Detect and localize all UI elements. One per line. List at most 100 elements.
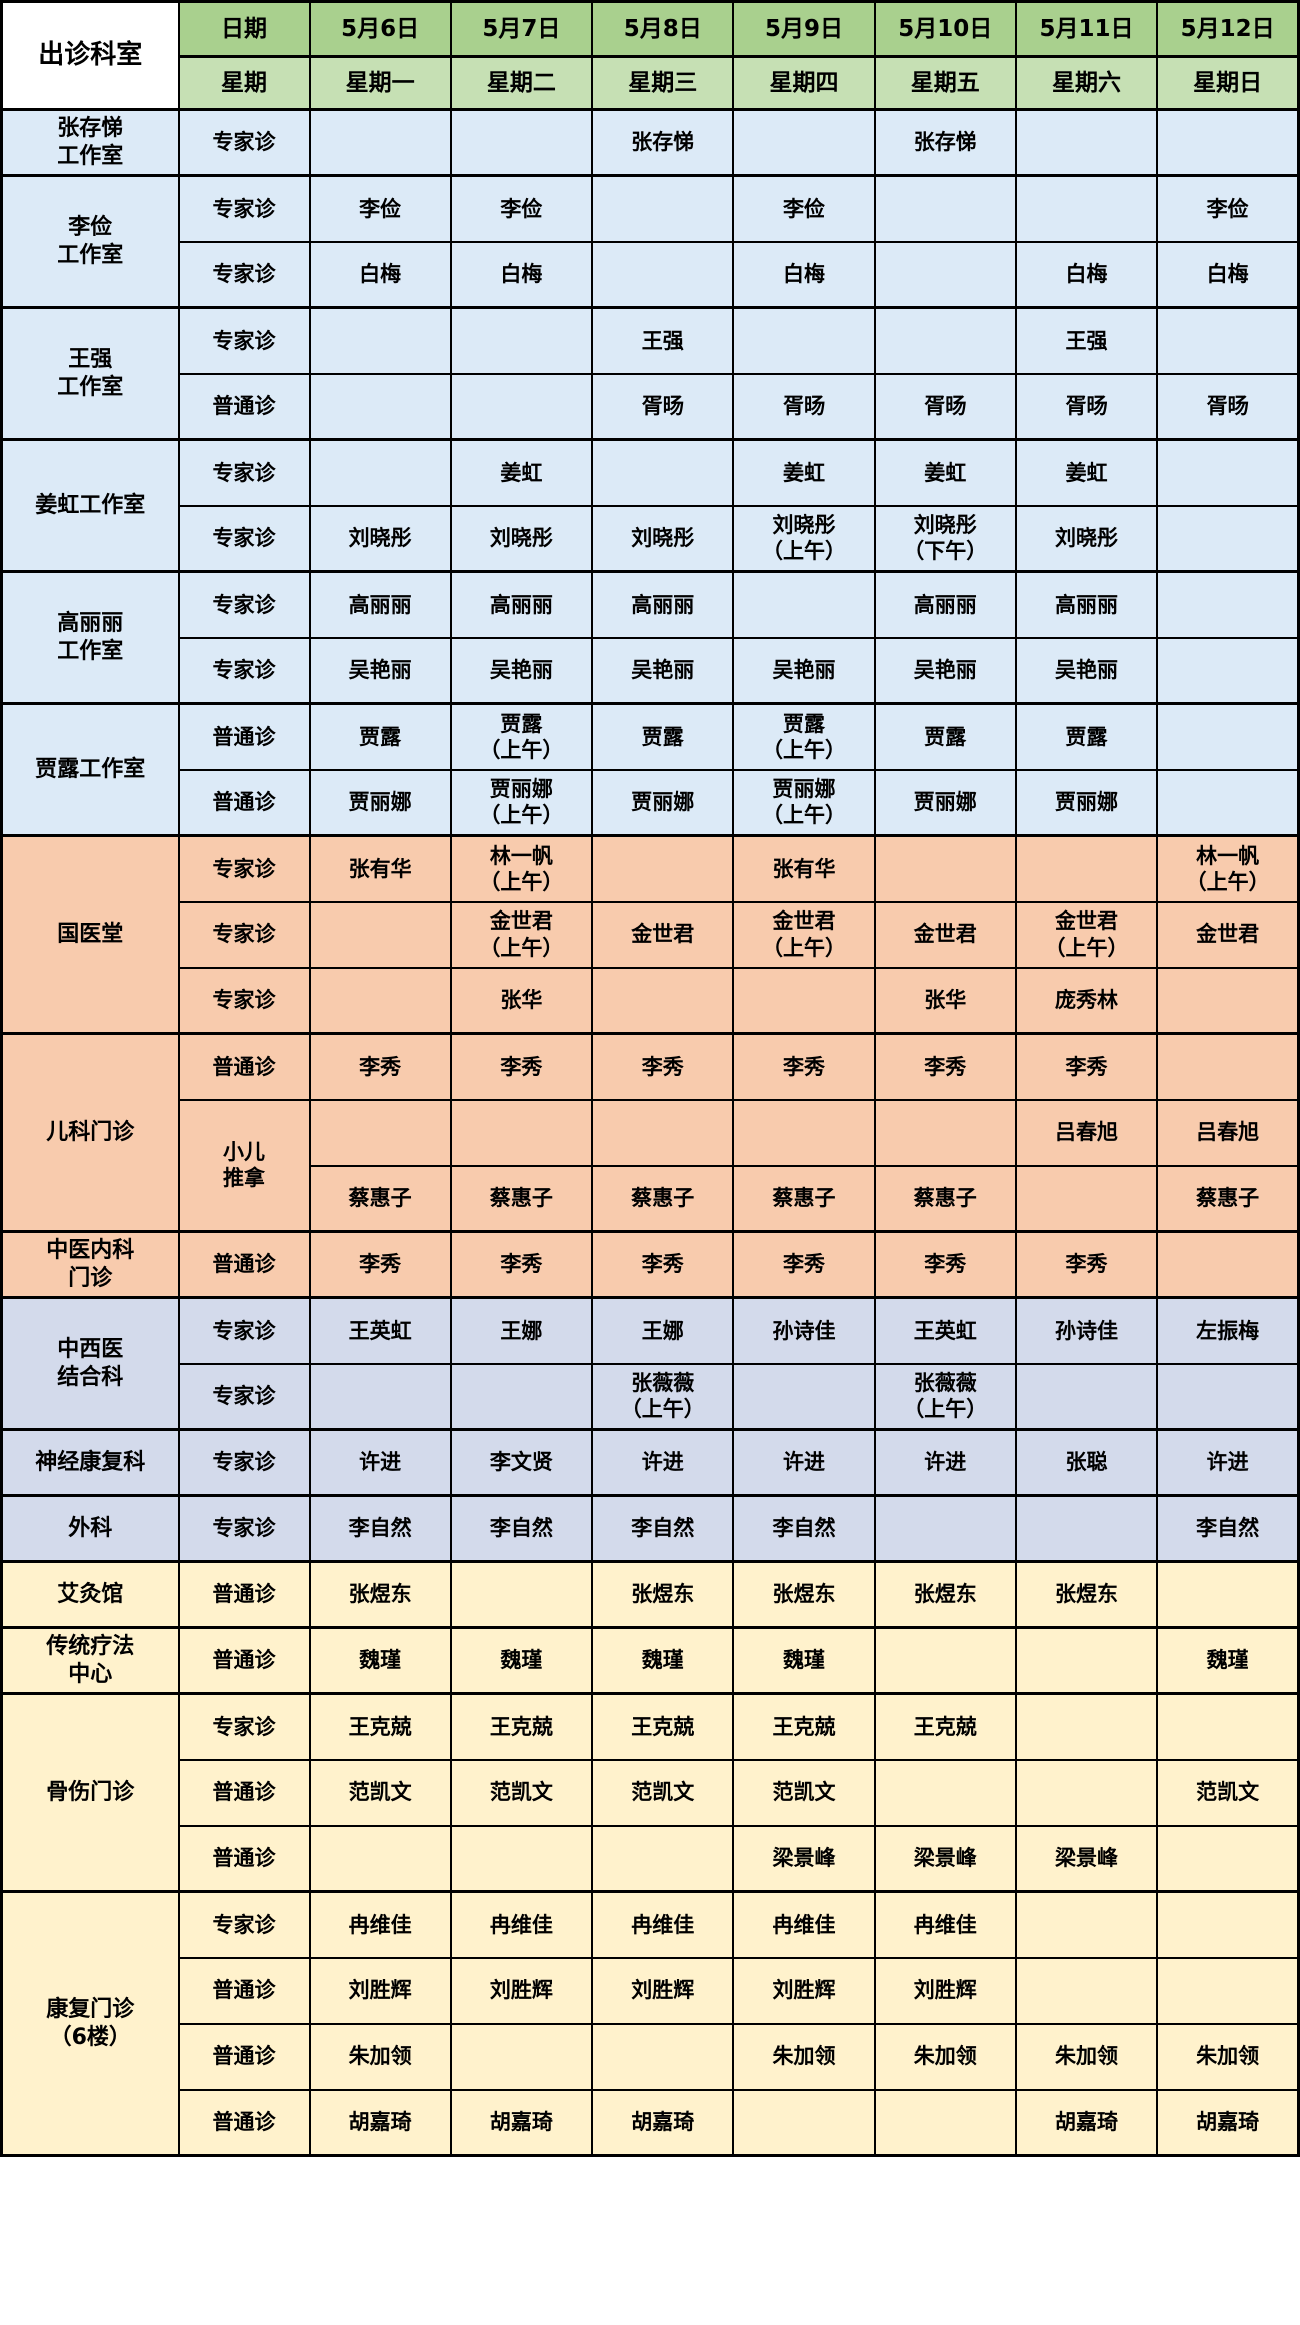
- schedule-cell: 魏瑾: [449, 1626, 594, 1695]
- visit-type-label: 专家诊: [177, 900, 311, 969]
- schedule-cell: [308, 108, 452, 177]
- schedule-cell: [1014, 1362, 1159, 1431]
- schedule-cell: 李自然: [308, 1494, 452, 1563]
- schedule-cell: 李秀: [591, 1032, 735, 1101]
- schedule-cell: [873, 174, 1017, 243]
- schedule-cell: 刘晓彤 （上午）: [732, 504, 876, 573]
- schedule-cell: 吴艳丽: [591, 636, 735, 705]
- schedule-cell: 刘胜辉: [591, 1956, 735, 2025]
- schedule-cell: 冉维佳: [591, 1890, 735, 1959]
- weekday-header-cell: 星期五: [873, 55, 1017, 111]
- schedule-cell: 白梅: [1014, 240, 1159, 309]
- visit-type-label: 专家诊: [177, 1296, 311, 1365]
- visit-type-label: 专家诊: [177, 636, 311, 705]
- schedule-cell: 王强: [1014, 306, 1159, 375]
- schedule-cell: 王克兢: [449, 1692, 594, 1761]
- schedule-cell: 孙诗佳: [732, 1296, 876, 1365]
- schedule-cell: 贾露: [1014, 702, 1159, 771]
- schedule-cell: 梁景峰: [1014, 1824, 1159, 1893]
- schedule-cell: 林一帆 （上午）: [1156, 834, 1300, 903]
- schedule-cell: 贾丽娜: [873, 768, 1017, 837]
- schedule-cell: 张存悌: [873, 108, 1017, 177]
- schedule-cell: [732, 966, 876, 1035]
- schedule-cell: 吴艳丽: [732, 636, 876, 705]
- schedule-cell: [1156, 1824, 1300, 1893]
- schedule-cell: [591, 174, 735, 243]
- table-row: 传统疗法 中心 普通诊 魏瑾 魏瑾 魏瑾 魏瑾 魏瑾: [0, 1626, 1300, 1695]
- schedule-cell: 李秀: [732, 1032, 876, 1101]
- table-row: 张存悌 工作室 专家诊 张存悌 张存悌: [0, 108, 1300, 177]
- table-row: 姜虹工作室 专家诊 姜虹 姜虹 姜虹 姜虹: [0, 438, 1300, 573]
- schedule-cell: [308, 966, 452, 1035]
- schedule-cell: [308, 372, 452, 441]
- schedule-cell: 刘胜辉: [732, 1956, 876, 2025]
- schedule-cell: 蔡惠子: [1156, 1164, 1300, 1233]
- table-row: 外科 专家诊 李自然 李自然 李自然 李自然 李自然: [0, 1494, 1300, 1563]
- visit-type-label: 专家诊: [177, 570, 311, 639]
- schedule-cell: [732, 570, 876, 639]
- section-label: 高丽丽 工作室: [0, 570, 180, 705]
- visit-type-label: 普通诊: [177, 1758, 311, 1827]
- table-row: 贾露工作室 普通诊 贾露 贾露 （上午） 贾露 贾露 （上午） 贾露 贾露: [0, 702, 1300, 837]
- table-row: 专家诊 张薇薇 （上午） 张薇薇 （上午）: [2, 1362, 1300, 1431]
- visit-type-label: 专家诊: [177, 1890, 311, 1959]
- schedule-cell: 贾露: [873, 702, 1017, 771]
- schedule-cell: 朱加领: [1014, 2022, 1159, 2091]
- schedule-cell: [308, 900, 452, 969]
- date-header-cell: 5月10日: [873, 0, 1017, 58]
- schedule-cell: 梁景峰: [873, 1824, 1017, 1893]
- table-row: 普通诊 胥旸 胥旸 胥旸 胥旸 胥旸: [2, 372, 1300, 441]
- schedule-cell: [1156, 1032, 1300, 1101]
- schedule-cell: 范凯文: [308, 1758, 452, 1827]
- date-header-cell: 5月11日: [1014, 0, 1159, 58]
- schedule-cell: [1014, 1890, 1159, 1959]
- section-label: 外科: [0, 1494, 180, 1563]
- schedule-cell: 蔡惠子: [591, 1164, 735, 1233]
- schedule-cell: [1156, 1692, 1300, 1761]
- schedule-cell: 李秀: [732, 1230, 876, 1299]
- schedule-table: 出诊科室 日期 5月6日 5月7日 5月8日 5月9日 5月10日 5月11日 5月12日 星期星…: [0, 0, 1300, 2157]
- table-row: 专家诊 刘晓彤 刘晓彤 刘晓彤 刘晓彤 （上午） 刘晓彤 （下午） 刘晓彤: [2, 504, 1300, 573]
- section-label: 康复门诊 （6楼）: [0, 1890, 180, 2157]
- table-row: 专家诊 白梅 白梅 白梅 白梅 白梅: [2, 240, 1300, 309]
- visit-type-label: 普通诊: [177, 1230, 311, 1299]
- section-label: 骨伤门诊: [0, 1692, 180, 1893]
- table-row: 专家诊 张华 张华 庞秀林: [2, 966, 1300, 1035]
- schedule-cell: [308, 1098, 452, 1167]
- schedule-cell: [449, 1098, 594, 1167]
- visit-type-label: 普通诊: [177, 2022, 311, 2091]
- schedule-cell: 胡嘉琦: [1156, 2088, 1300, 2157]
- schedule-cell: 许进: [732, 1428, 876, 1497]
- schedule-cell: 李秀: [873, 1230, 1017, 1299]
- section-label: 李俭 工作室: [0, 174, 180, 309]
- schedule-cell: [1014, 1758, 1159, 1827]
- schedule-cell: 胥旸: [873, 372, 1017, 441]
- schedule-cell: 高丽丽: [1014, 570, 1159, 639]
- table-row: 专家诊 金世君 （上午） 金世君 金世君 （上午） 金世君 金世君 （上午） 金世君: [2, 900, 1300, 969]
- schedule-cell: 贾丽娜 （上午）: [732, 768, 876, 837]
- schedule-cell: [449, 1560, 594, 1629]
- schedule-cell: 王英虹: [873, 1296, 1017, 1365]
- weekday-header-cell: 星期日: [1156, 55, 1300, 111]
- schedule-cell: 魏瑾: [732, 1626, 876, 1695]
- table-row: 高丽丽 工作室 专家诊 高丽丽 高丽丽 高丽丽 高丽丽 高丽丽: [0, 570, 1300, 705]
- week-row-label-cell: 星期: [177, 55, 311, 111]
- visit-type-label: 专家诊: [177, 504, 311, 573]
- table-row: 李俭 工作室 专家诊 李俭 李俭 李俭 李俭: [0, 174, 1300, 309]
- schedule-cell: 朱加领: [732, 2022, 876, 2091]
- schedule-cell: [308, 1824, 452, 1893]
- schedule-cell: [873, 1494, 1017, 1563]
- section-label: 艾灸馆: [0, 1560, 180, 1629]
- visit-type-label: 普通诊: [177, 1032, 311, 1101]
- schedule-cell: 胡嘉琦: [308, 2088, 452, 2157]
- schedule-cell: 许进: [591, 1428, 735, 1497]
- schedule-cell: 姜虹: [873, 438, 1017, 507]
- schedule-cell: [1156, 504, 1300, 573]
- schedule-cell: 高丽丽: [591, 570, 735, 639]
- visit-type-label: 专家诊: [177, 834, 311, 903]
- schedule-cell: [1156, 702, 1300, 771]
- table-row: 国医堂 专家诊 张有华 林一帆 （上午） 张有华 林一帆 （上午）: [0, 834, 1300, 1035]
- schedule-cell: [1156, 1560, 1300, 1629]
- visit-type-label: 专家诊: [177, 174, 311, 243]
- schedule-cell: 魏瑾: [591, 1626, 735, 1695]
